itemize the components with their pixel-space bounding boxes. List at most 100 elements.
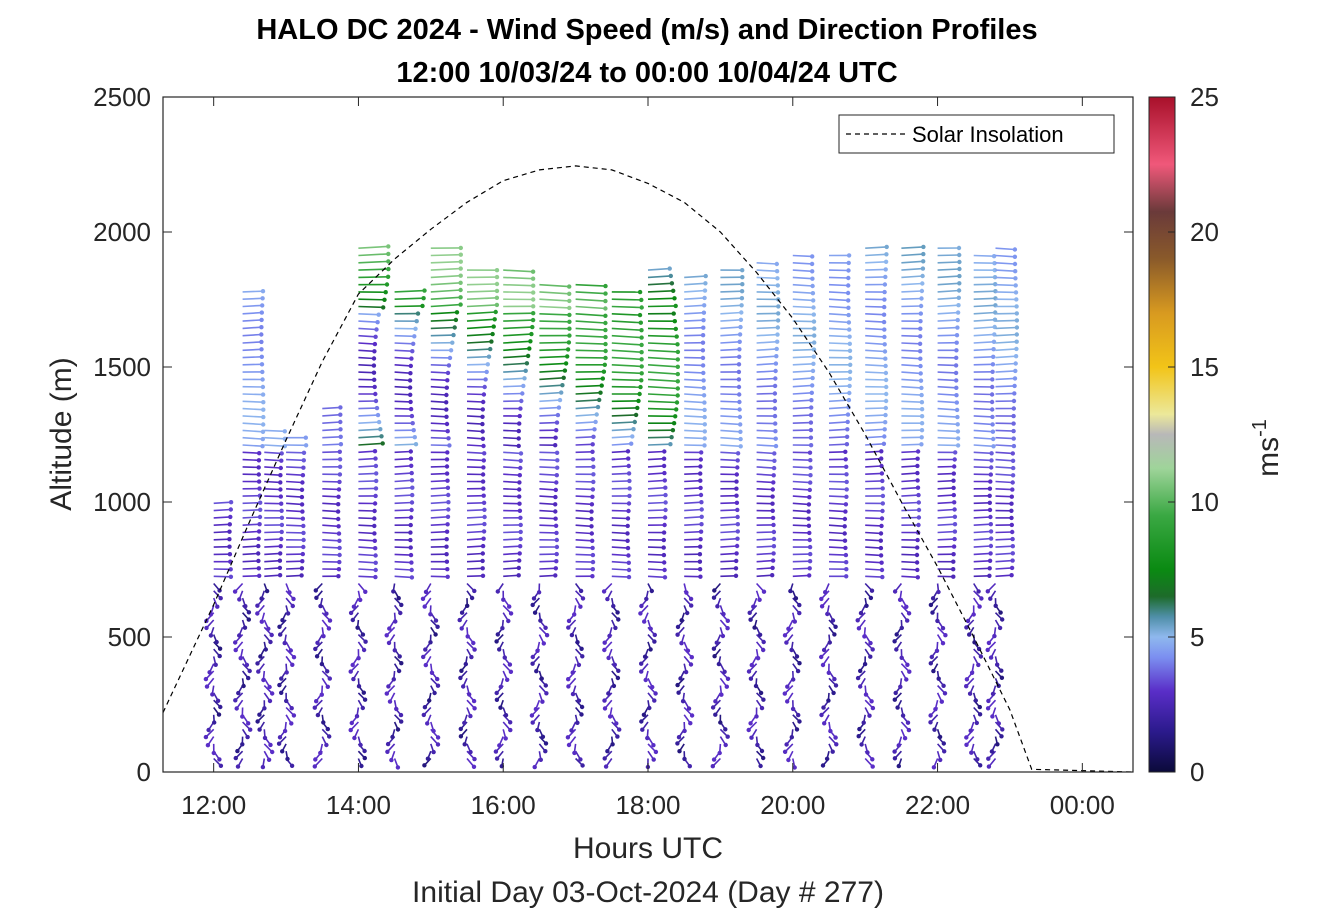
wind-barb-tip	[723, 742, 728, 748]
wind-barb-tip	[553, 509, 558, 514]
wind-barb	[394, 349, 413, 352]
wind-barb	[503, 291, 534, 294]
wind-barb-tip	[423, 662, 428, 668]
wind-barb	[720, 326, 741, 330]
wind-barb-tip	[755, 656, 761, 661]
wind-barb-tip	[653, 749, 659, 755]
wind-barb-tip	[261, 400, 266, 405]
wind-barb-tip	[372, 516, 377, 521]
wind-barb	[684, 422, 705, 426]
wind-barb	[430, 407, 447, 411]
wind-barb-tip	[919, 392, 924, 398]
wind-barb-tip	[282, 429, 287, 434]
wind-barb-tip	[846, 397, 852, 403]
wind-barb-tip	[844, 567, 849, 572]
wind-barb	[995, 283, 1016, 287]
wind-barb-tip	[845, 427, 850, 432]
wind-barb-tip	[590, 545, 595, 551]
wind-barb	[503, 362, 527, 366]
wind-barb-tip	[858, 668, 863, 674]
wind-barb-tip	[921, 244, 926, 250]
wind-barb	[358, 472, 377, 475]
wind-barb-tip	[884, 384, 889, 390]
wind-barb-tip	[445, 485, 451, 490]
wind-barb	[242, 523, 260, 526]
wind-barb-tip	[774, 261, 779, 267]
wind-barb-tip	[918, 356, 923, 361]
wind-barb-tip	[425, 756, 431, 761]
solar-insolation-curve	[162, 165, 1134, 773]
wind-barb-tip	[733, 573, 739, 578]
wind-barb-tip	[661, 463, 667, 469]
wind-barb-tip	[234, 706, 239, 711]
wind-barb-tip	[772, 391, 778, 396]
wind-barb-tip	[373, 486, 379, 491]
wind-barb-tip	[700, 355, 706, 361]
wind-barb-tip	[990, 429, 996, 434]
wind-barb	[358, 531, 375, 535]
wind-barb-tip	[928, 720, 933, 725]
wind-barb-tip	[279, 451, 284, 456]
wind-barb	[264, 488, 281, 491]
wind-barb-tip	[278, 551, 283, 556]
wind-barb-tip	[408, 456, 414, 461]
wind-barb	[322, 451, 340, 454]
wind-barb	[466, 516, 485, 519]
wind-barb-tip	[725, 626, 730, 631]
wind-barb-tip	[967, 691, 973, 696]
wind-barb	[575, 342, 606, 345]
wind-barb-tip	[282, 640, 287, 646]
wind-barb-tip	[566, 618, 572, 624]
wind-barb	[720, 348, 740, 352]
wind-barb-tip	[746, 727, 751, 733]
wind-barb	[828, 313, 849, 316]
wind-barb	[503, 385, 524, 388]
wind-barb-tip	[360, 632, 366, 637]
wind-barb	[430, 378, 448, 382]
wind-barb-tip	[870, 705, 876, 711]
wind-barb-tip	[277, 735, 283, 740]
wind-barb-tip	[379, 434, 384, 439]
wind-barb-tip	[269, 632, 274, 638]
wind-barb	[242, 393, 264, 396]
wind-barb-tip	[355, 625, 360, 630]
wind-barb-tip	[915, 485, 921, 490]
wind-barb	[286, 488, 303, 491]
wind-barb-tip	[937, 734, 943, 740]
wind-barb	[901, 457, 918, 461]
wind-barb-tip	[905, 720, 911, 725]
wind-barb-tip	[319, 692, 324, 697]
wind-barb	[466, 509, 485, 512]
wind-barb-tip	[336, 574, 341, 579]
wind-barb	[264, 466, 281, 469]
wind-barb	[756, 444, 777, 447]
wind-barb	[792, 320, 815, 323]
wind-barb-tip	[301, 537, 306, 543]
wind-barb	[865, 276, 886, 279]
wind-barb-tip	[492, 317, 497, 322]
wind-barb-tip	[826, 698, 831, 703]
wind-barb-tip	[900, 713, 906, 718]
wind-barb	[394, 553, 412, 556]
wind-barb-tip	[870, 764, 875, 769]
wind-barb-tip	[589, 531, 594, 536]
wind-barb-tip	[256, 669, 261, 674]
wind-barb	[756, 466, 775, 469]
wind-barb-tip	[408, 449, 413, 454]
wind-barb-tip	[228, 574, 234, 579]
wind-barb-tip	[718, 720, 723, 725]
wind-barb-tip	[880, 478, 885, 484]
wind-barb-tip	[259, 619, 264, 624]
wind-barb-tip	[255, 719, 260, 724]
wind-barb	[322, 495, 339, 498]
wind-barb	[973, 458, 992, 462]
wind-barb-tip	[701, 378, 706, 383]
wind-barb-tip	[358, 597, 363, 603]
wind-barb	[756, 473, 774, 477]
wind-barb-tip	[652, 639, 657, 644]
wind-barb-tip	[408, 363, 413, 369]
wind-barb-tip	[990, 407, 995, 412]
wind-barb	[973, 393, 993, 396]
wind-barb-tip	[952, 536, 957, 542]
wind-barb-tip	[936, 589, 941, 595]
